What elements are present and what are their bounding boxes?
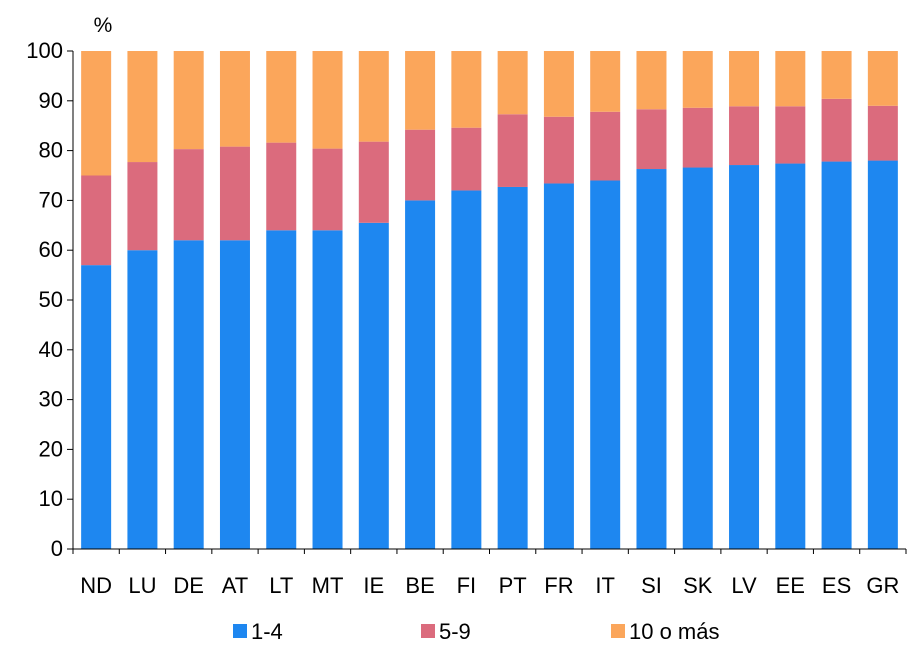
- y-tick-label: 100: [26, 38, 63, 63]
- bar-es-series-3: [821, 51, 852, 99]
- bar-es-series-2: [821, 98, 852, 162]
- x-tick-label-fr: FR: [544, 573, 573, 598]
- bar-lt-series-1: [266, 230, 297, 549]
- bar-lu-series-3: [127, 51, 158, 163]
- bar-sk-series-1: [682, 167, 713, 549]
- bar-fi-series-3: [451, 51, 482, 128]
- bar-nd-series-3: [81, 51, 112, 176]
- y-tick-label: 30: [39, 387, 63, 412]
- bar-fr-series-2: [543, 116, 574, 184]
- legend-swatch-3: [611, 624, 625, 638]
- bar-it-series-2: [590, 111, 621, 181]
- x-tick-label-gr: GR: [866, 573, 899, 598]
- y-tick-label: 20: [39, 436, 63, 461]
- y-tick-label: 70: [39, 187, 63, 212]
- bar-de-series-2: [173, 149, 204, 241]
- bar-lv-series-2: [729, 106, 760, 166]
- bar-mt-series-3: [312, 51, 343, 149]
- bar-at-series-1: [219, 240, 250, 550]
- bar-lt-series-3: [266, 51, 297, 143]
- bar-ee-series-2: [775, 106, 806, 164]
- y-tick-label: 10: [39, 486, 63, 511]
- x-tick-label-sk: SK: [683, 573, 713, 598]
- bar-ie-series-3: [358, 51, 389, 142]
- x-tick-label-ie: IE: [363, 573, 384, 598]
- bar-si-series-2: [636, 109, 667, 170]
- bar-mt-series-1: [312, 230, 343, 549]
- legend-swatch-2: [421, 624, 435, 638]
- y-axis-unit-label: %: [94, 14, 113, 37]
- bar-es-series-1: [821, 161, 852, 549]
- legend-label-1: 1-4: [251, 619, 283, 644]
- bar-de-series-3: [173, 51, 204, 150]
- x-tick-label-at: AT: [222, 573, 248, 598]
- bar-ee-series-3: [775, 51, 806, 107]
- bar-at-series-2: [219, 146, 250, 241]
- bar-sk-series-2: [682, 107, 713, 168]
- bar-nd-series-1: [81, 265, 112, 549]
- bar-it-series-1: [590, 180, 621, 550]
- bar-de-series-1: [173, 240, 204, 550]
- bar-ie-series-1: [358, 222, 389, 549]
- x-tick-label-si: SI: [641, 573, 662, 598]
- bar-pt-series-2: [497, 114, 528, 187]
- bar-lu-series-2: [127, 162, 158, 251]
- legend-swatch-1: [233, 624, 247, 638]
- bar-fr-series-3: [543, 51, 574, 117]
- bar-pt-series-3: [497, 51, 528, 115]
- bar-gr-series-2: [867, 105, 898, 161]
- x-tick-label-pt: PT: [499, 573, 527, 598]
- bar-it-series-3: [590, 51, 621, 112]
- y-tick-label: 40: [39, 337, 63, 362]
- bar-lu-series-1: [127, 250, 158, 549]
- x-tick-label-be: BE: [405, 573, 434, 598]
- legend: 1-4 5-9 10 o más: [233, 619, 720, 644]
- bar-gr-series-1: [867, 160, 898, 549]
- x-tick-label-lt: LT: [269, 573, 293, 598]
- bar-fi-series-1: [451, 190, 482, 549]
- y-tick-label: 80: [39, 138, 63, 163]
- legend-label-3: 10 o más: [629, 619, 720, 644]
- bar-be-series-2: [405, 129, 436, 201]
- bar-si-series-3: [636, 51, 667, 110]
- bar-ie-series-2: [358, 141, 389, 223]
- y-tick-label: 90: [39, 88, 63, 113]
- bar-lt-series-2: [266, 142, 297, 231]
- legend-label-2: 5-9: [439, 619, 471, 644]
- bars: [81, 51, 898, 550]
- bar-si-series-1: [636, 169, 667, 549]
- y-tick-label: 0: [51, 536, 63, 561]
- bar-pt-series-1: [497, 186, 528, 549]
- x-tick-label-ee: EE: [776, 573, 805, 598]
- y-tick-label: 50: [39, 287, 63, 312]
- bar-mt-series-2: [312, 148, 343, 231]
- x-tick-label-es: ES: [822, 573, 851, 598]
- x-tick-label-mt: MT: [312, 573, 344, 598]
- bar-at-series-3: [219, 51, 250, 147]
- x-tick-label-lu: LU: [128, 573, 156, 598]
- y-tick-label: 60: [39, 237, 63, 262]
- bar-fr-series-1: [543, 183, 574, 549]
- bar-sk-series-3: [682, 51, 713, 108]
- bar-ee-series-1: [775, 163, 806, 550]
- x-tick-label-it: IT: [595, 573, 615, 598]
- bar-be-series-1: [405, 200, 436, 549]
- bar-fi-series-2: [451, 127, 482, 191]
- x-tick-label-de: DE: [173, 573, 204, 598]
- bar-lv-series-1: [729, 165, 760, 550]
- axes: 0 10 20 30 40 50 60 70 80 90 100 ND LU DE AT LT MT IE BE FI…: [26, 38, 907, 598]
- bar-nd-series-2: [81, 175, 112, 266]
- x-tick-label-nd: ND: [80, 573, 112, 598]
- bar-be-series-3: [405, 51, 436, 130]
- x-tick-label-fi: FI: [457, 573, 477, 598]
- x-tick-label-lv: LV: [731, 573, 757, 598]
- bar-lv-series-3: [729, 51, 760, 107]
- bar-gr-series-3: [867, 51, 898, 106]
